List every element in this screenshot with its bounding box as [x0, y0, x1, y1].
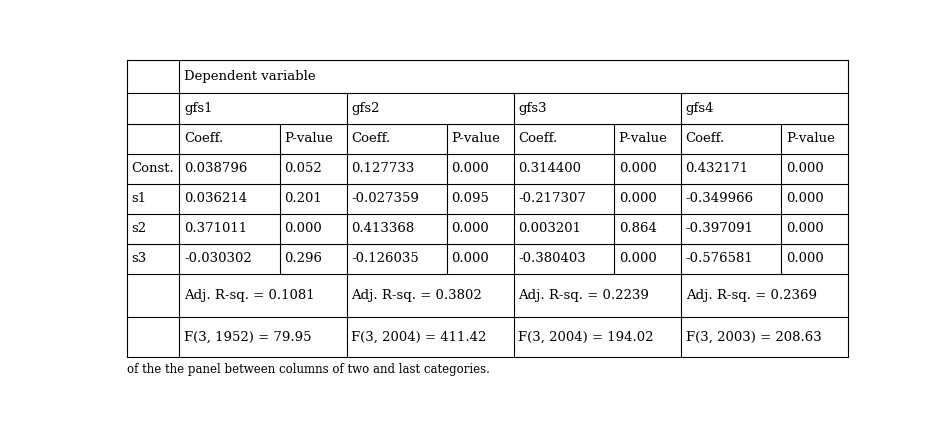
- Text: 0.000: 0.000: [619, 162, 656, 175]
- Text: gfs4: gfs4: [686, 102, 714, 115]
- Text: gfs1: gfs1: [184, 102, 212, 115]
- Text: -0.030302: -0.030302: [184, 252, 252, 265]
- Text: -0.217307: -0.217307: [518, 192, 586, 205]
- Text: F(3, 2003) = 208.63: F(3, 2003) = 208.63: [686, 330, 822, 343]
- Text: Adj. R-sq. = 0.2369: Adj. R-sq. = 0.2369: [686, 289, 817, 302]
- Text: -0.349966: -0.349966: [686, 192, 754, 205]
- Text: 0.095: 0.095: [452, 192, 490, 205]
- Text: 0.000: 0.000: [452, 252, 489, 265]
- Text: 0.000: 0.000: [786, 222, 824, 235]
- Text: 0.038796: 0.038796: [184, 162, 247, 175]
- Text: -0.576581: -0.576581: [686, 252, 753, 265]
- Text: Coeff.: Coeff.: [184, 132, 223, 145]
- Text: P-value: P-value: [619, 132, 668, 145]
- Text: -0.126035: -0.126035: [351, 252, 419, 265]
- Text: 0.864: 0.864: [619, 222, 656, 235]
- Text: 0.000: 0.000: [619, 252, 656, 265]
- Text: Coeff.: Coeff.: [351, 132, 391, 145]
- Text: Adj. R-sq. = 0.2239: Adj. R-sq. = 0.2239: [518, 289, 650, 302]
- Text: Const.: Const.: [131, 162, 174, 175]
- Text: 0.371011: 0.371011: [184, 222, 247, 235]
- Text: 0.000: 0.000: [786, 162, 824, 175]
- Text: P-value: P-value: [284, 132, 333, 145]
- Text: 0.000: 0.000: [452, 162, 489, 175]
- Text: s1: s1: [131, 192, 146, 205]
- Text: 0.052: 0.052: [284, 162, 322, 175]
- Text: 0.000: 0.000: [786, 192, 824, 205]
- Text: 0.000: 0.000: [452, 222, 489, 235]
- Text: 0.296: 0.296: [284, 252, 322, 265]
- Text: Coeff.: Coeff.: [518, 132, 557, 145]
- Text: 0.000: 0.000: [619, 192, 656, 205]
- Text: F(3, 1952) = 79.95: F(3, 1952) = 79.95: [184, 330, 312, 343]
- Text: gfs2: gfs2: [351, 102, 379, 115]
- Text: s2: s2: [131, 222, 146, 235]
- Text: -0.397091: -0.397091: [686, 222, 753, 235]
- Text: s3: s3: [131, 252, 146, 265]
- Text: 0.314400: 0.314400: [518, 162, 581, 175]
- Text: Adj. R-sq. = 0.3802: Adj. R-sq. = 0.3802: [351, 289, 482, 302]
- Text: Coeff.: Coeff.: [686, 132, 725, 145]
- Text: 0.036214: 0.036214: [184, 192, 247, 205]
- Text: F(3, 2004) = 194.02: F(3, 2004) = 194.02: [518, 330, 654, 343]
- Text: 0.413368: 0.413368: [351, 222, 415, 235]
- Text: of the the panel between columns of two and last categories.: of the the panel between columns of two …: [126, 363, 490, 376]
- Text: 0.000: 0.000: [786, 252, 824, 265]
- Text: -0.380403: -0.380403: [518, 252, 586, 265]
- Text: F(3, 2004) = 411.42: F(3, 2004) = 411.42: [351, 330, 487, 343]
- Text: Adj. R-sq. = 0.1081: Adj. R-sq. = 0.1081: [184, 289, 315, 302]
- Text: 0.432171: 0.432171: [686, 162, 748, 175]
- Text: 0.201: 0.201: [284, 192, 322, 205]
- Text: P-value: P-value: [452, 132, 500, 145]
- Text: 0.003201: 0.003201: [518, 222, 581, 235]
- Text: 0.000: 0.000: [284, 222, 322, 235]
- Text: gfs3: gfs3: [518, 102, 547, 115]
- Text: Dependent variable: Dependent variable: [184, 71, 316, 83]
- Text: 0.127733: 0.127733: [351, 162, 415, 175]
- Text: P-value: P-value: [786, 132, 835, 145]
- Text: -0.027359: -0.027359: [351, 192, 419, 205]
